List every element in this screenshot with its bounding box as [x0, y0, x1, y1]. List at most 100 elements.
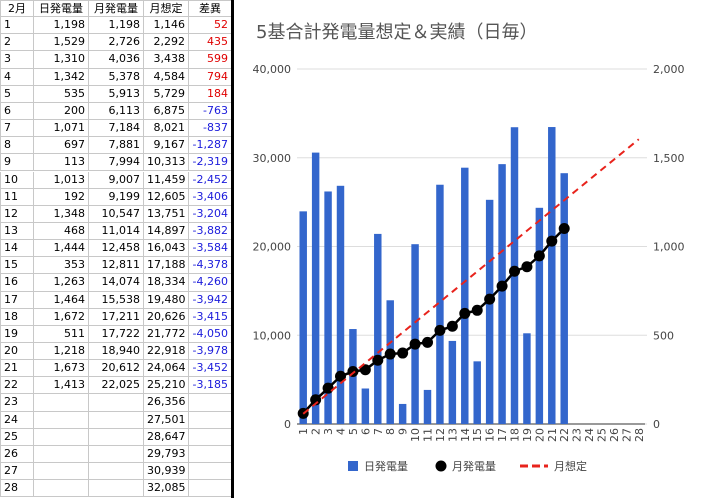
legend-label: 日発電量: [364, 459, 408, 473]
table-cell: 9,007: [89, 171, 144, 189]
table-cell: 1,146: [144, 17, 189, 35]
x-tick-label: 24: [583, 428, 596, 442]
table-cell: 8,021: [144, 120, 189, 138]
table-cell: -3,406: [189, 188, 232, 206]
table-cell: 2,726: [89, 34, 144, 52]
table-cell: 697: [34, 137, 89, 155]
header-cell: 2月: [0, 0, 34, 18]
x-tick-label: 6: [359, 428, 372, 435]
table-cell: -3,978: [189, 343, 232, 361]
table-cell: 1,529: [34, 34, 89, 52]
marker: [335, 370, 346, 382]
table-cell: 468: [34, 222, 89, 241]
table-cell: 22,025: [89, 377, 144, 395]
bar: [361, 388, 370, 424]
table-cell: 19: [0, 325, 34, 343]
table-cell: 20,612: [89, 360, 144, 378]
x-tick-label: 23: [571, 428, 584, 442]
table-cell: 599: [189, 51, 232, 69]
legend-swatch: [435, 460, 447, 472]
marker: [397, 347, 409, 359]
table-cell: 5,378: [89, 68, 144, 86]
table-cell: -3,942: [189, 291, 232, 309]
x-tick-label: 16: [484, 428, 497, 442]
bar: [398, 403, 407, 424]
table-cell: 7,184: [89, 120, 144, 138]
bar: [485, 199, 494, 424]
y-tick-label: 20,000: [253, 241, 292, 254]
x-tick-label: 15: [471, 428, 484, 442]
table-cell: 11,014: [89, 222, 144, 241]
table-cell: 6,875: [144, 102, 189, 121]
table-cell: 27: [0, 463, 34, 481]
table-cell: 16,043: [144, 240, 189, 258]
table-cell: 1,673: [34, 360, 89, 378]
table-cell: [189, 428, 232, 446]
legend-label: 月想定: [554, 459, 587, 473]
table-cell: 12,458: [89, 240, 144, 258]
bar: [374, 233, 382, 424]
table-cell: [34, 411, 89, 429]
marker: [546, 235, 558, 247]
x-tick-label: 9: [397, 428, 410, 435]
marker: [533, 250, 545, 262]
marker: [359, 364, 371, 376]
table-cell: 1,071: [34, 120, 89, 138]
header-cell: 月発電量: [89, 0, 144, 18]
table-cell: [34, 394, 89, 412]
y2-tick-label: 0: [653, 418, 660, 431]
table-cell: 1,198: [34, 17, 89, 35]
y-tick-label: 10,000: [253, 329, 292, 342]
x-tick-label: 25: [596, 428, 609, 442]
table-cell: [34, 480, 89, 498]
table-cell: 25,210: [144, 377, 189, 395]
line: [302, 227, 566, 415]
bar: [535, 207, 544, 424]
table-cell: 21: [0, 360, 34, 378]
legend-label: 月発電量: [452, 459, 496, 473]
table-cell: 13,751: [144, 205, 189, 223]
table-cell: 435: [189, 34, 232, 52]
x-tick-label: 18: [509, 428, 522, 442]
y2-tick-label: 500: [653, 329, 674, 342]
x-tick-label: 20: [533, 428, 546, 442]
table-cell: 25: [0, 428, 34, 446]
table-cell: 1,342: [34, 68, 89, 86]
table-cell: [89, 394, 144, 412]
table-cell: 794: [189, 68, 232, 86]
table-cell: 14,897: [144, 222, 189, 241]
table-cell: -3,204: [189, 205, 232, 223]
bar: [386, 300, 394, 424]
table-cell: -1,287: [189, 137, 232, 155]
table-cell: 5,913: [89, 85, 144, 103]
table-cell: 1,263: [34, 274, 89, 292]
bar: [324, 191, 332, 424]
x-tick-label: 5: [347, 428, 360, 435]
table-cell: 1,013: [34, 171, 89, 189]
table-cell: 17: [0, 291, 34, 309]
marker: [446, 320, 458, 332]
table-cell: 26: [0, 445, 34, 464]
table-cell: [189, 394, 232, 412]
x-tick-label: 8: [384, 428, 397, 435]
table-cell: 1,348: [34, 205, 89, 223]
bar: [523, 333, 531, 424]
table-cell: 18,940: [89, 343, 144, 361]
table-cell: [34, 428, 89, 446]
x-tick-label: 2: [310, 428, 323, 435]
table-cell: -3,185: [189, 377, 232, 395]
table-cell: 7: [0, 120, 34, 138]
table-cell: 5,729: [144, 85, 189, 103]
table-cell: 113: [34, 154, 89, 172]
x-tick-label: 19: [521, 428, 534, 442]
bar: [311, 152, 320, 425]
table-cell: 11,459: [144, 171, 189, 189]
line: [302, 138, 640, 415]
table-cell: 9: [0, 154, 34, 172]
table-cell: -3,452: [189, 360, 232, 378]
table-cell: -4,260: [189, 274, 232, 292]
table-cell: 6,113: [89, 102, 144, 121]
table-cell: 5: [0, 85, 34, 103]
x-tick-label: 13: [446, 428, 459, 442]
